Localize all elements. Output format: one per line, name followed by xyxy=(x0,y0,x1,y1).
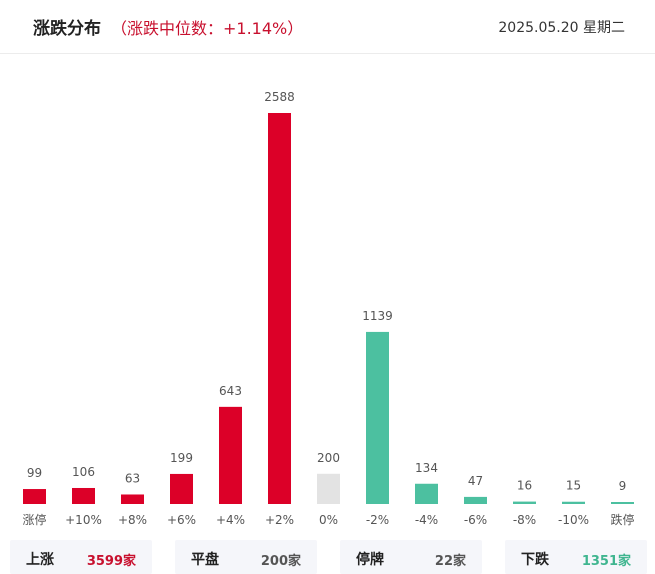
value-label-10: 16 xyxy=(517,479,532,493)
category-label-7: -2% xyxy=(366,513,389,527)
summary-up-label: 上涨 xyxy=(26,552,54,568)
summary-down-label: 下跌 xyxy=(521,552,549,568)
median-change-subtitle: （涨跌中位数：+1.14%） xyxy=(111,19,304,38)
bar-11 xyxy=(562,501,585,504)
summary-up-value: 3599家 xyxy=(86,554,136,569)
category-label-6: 0% xyxy=(319,513,338,527)
bar-4 xyxy=(219,406,242,504)
category-label-1: +10% xyxy=(65,513,102,527)
value-label-1: 106 xyxy=(72,465,95,479)
value-label-2: 63 xyxy=(125,471,140,485)
value-label-6: 200 xyxy=(317,451,340,465)
value-label-9: 47 xyxy=(468,474,483,488)
chart-header: 涨跌分布 （涨跌中位数：+1.14%） 2025.05.20 星期二 xyxy=(0,0,655,54)
category-label-9: -6% xyxy=(464,513,487,527)
distribution-bar-chart: 99 涨停 106 +10% 63 +8% 199 +6% 643 +4% 2588 +2% 200 0%… xyxy=(22,90,634,527)
summary-down-box: 下跌 1351家 xyxy=(505,540,647,574)
value-label-7: 1139 xyxy=(362,309,393,323)
bar-2 xyxy=(121,494,144,504)
category-label-12: 跌停 xyxy=(610,512,634,527)
value-label-11: 15 xyxy=(566,479,581,493)
category-label-5: +2% xyxy=(265,513,294,527)
summary-down-value: 1351家 xyxy=(581,554,631,569)
category-label-0: 涨停 xyxy=(22,512,46,527)
category-label-10: -8% xyxy=(513,513,536,527)
category-label-3: +6% xyxy=(167,513,196,527)
bar-6 xyxy=(317,473,340,504)
category-label-8: -4% xyxy=(415,513,438,527)
value-label-0: 99 xyxy=(27,466,42,480)
summary-flat-box: 平盘 200家 xyxy=(175,540,317,574)
bar-7 xyxy=(366,331,389,504)
value-label-5: 2588 xyxy=(264,90,295,104)
bar-1 xyxy=(72,487,95,504)
bar-3 xyxy=(170,473,193,504)
category-label-4: +4% xyxy=(216,513,245,527)
summary-suspended-box: 停牌 22家 xyxy=(340,540,482,574)
bar-0 xyxy=(23,489,46,504)
value-label-3: 199 xyxy=(170,451,193,465)
summary-bar: 上涨 3599家 平盘 200家 停牌 22家 下跌 1351家 xyxy=(0,540,655,574)
bar-10 xyxy=(513,501,536,504)
value-label-4: 643 xyxy=(219,384,242,398)
summary-suspended-value: 22家 xyxy=(434,554,466,569)
category-label-2: +8% xyxy=(118,513,147,527)
bar-12 xyxy=(611,502,634,504)
summary-suspended-label: 停牌 xyxy=(356,552,384,568)
trade-date: 2025.05.20 星期二 xyxy=(498,20,625,36)
summary-flat-value: 200家 xyxy=(260,554,301,569)
value-label-12: 9 xyxy=(619,479,627,493)
chart-title: 涨跌分布 xyxy=(33,19,101,39)
bar-5 xyxy=(268,113,291,504)
summary-flat-label: 平盘 xyxy=(191,552,219,568)
category-label-11: -10% xyxy=(558,513,589,527)
value-label-8: 134 xyxy=(415,461,438,475)
summary-up-box: 上涨 3599家 xyxy=(10,540,152,574)
bar-9 xyxy=(464,496,487,504)
bar-8 xyxy=(415,483,438,504)
